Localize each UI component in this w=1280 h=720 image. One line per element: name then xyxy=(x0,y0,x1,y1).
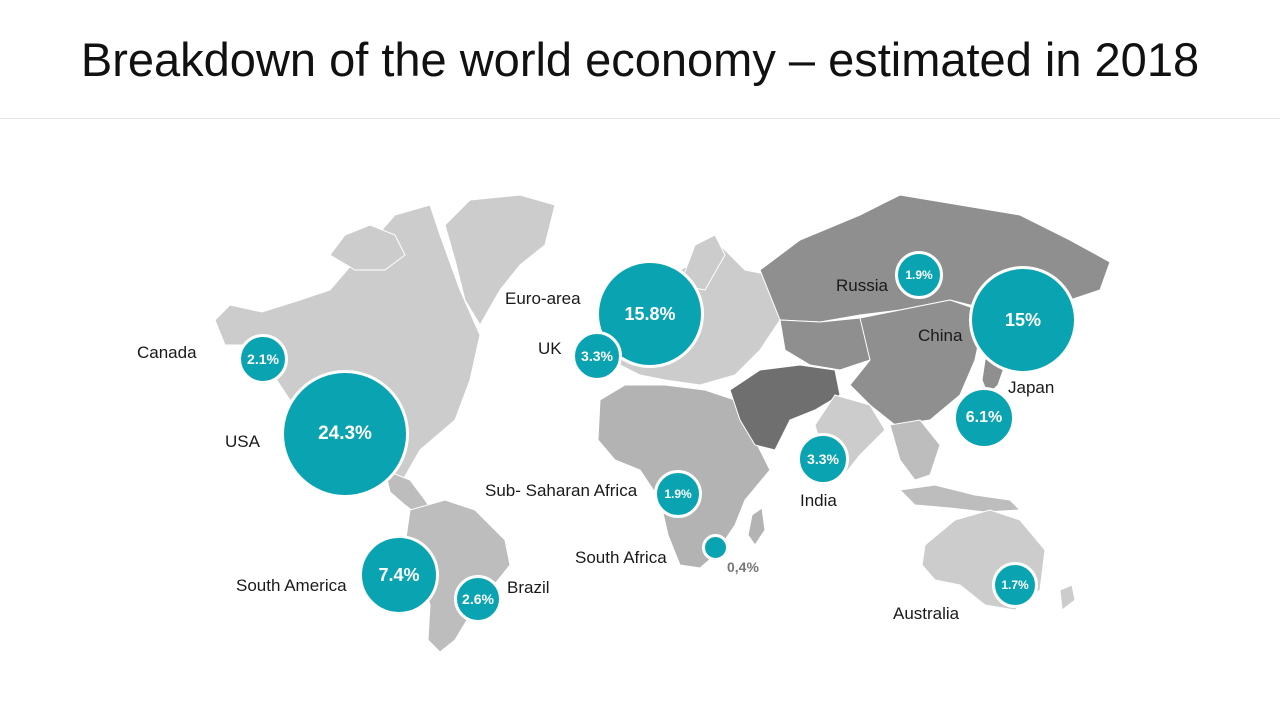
bubble-japan: 6.1% xyxy=(953,387,1015,449)
title-divider xyxy=(0,118,1280,119)
label-euro-area: Euro-area xyxy=(505,289,581,308)
bubble-china: 15% xyxy=(969,266,1077,374)
bubble-australia: 1.7% xyxy=(992,562,1038,608)
bubble-canada: 2.1% xyxy=(238,334,288,384)
label-south-africa: South Africa xyxy=(575,548,667,567)
label-south-america: South America xyxy=(236,576,347,595)
middle-east xyxy=(729,364,841,451)
value-south-africa: 0,4% xyxy=(727,559,759,575)
north-america-landmass xyxy=(214,204,481,486)
bubble-usa: 24.3% xyxy=(281,370,409,498)
label-china: China xyxy=(918,326,963,345)
bubble-south-america: 7.4% xyxy=(359,535,439,615)
label-russia: Russia xyxy=(836,276,888,295)
label-japan: Japan xyxy=(1008,378,1055,397)
label-canada: Canada xyxy=(137,343,197,362)
label-india: India xyxy=(800,491,837,510)
bubble-india: 3.3% xyxy=(797,433,849,485)
label-usa: USA xyxy=(225,432,260,451)
bubble-brazil: 2.6% xyxy=(454,575,502,623)
label-brazil: Brazil xyxy=(507,578,550,597)
label-australia: Australia xyxy=(893,604,960,623)
china-landmass xyxy=(849,299,986,426)
bubble-south-africa xyxy=(702,534,729,561)
madagascar xyxy=(747,507,766,546)
greenland xyxy=(444,194,556,326)
canadian-arctic-islands xyxy=(329,224,406,271)
bubble-sub-saharan-africa: 1.9% xyxy=(654,470,702,518)
scandinavia xyxy=(679,234,726,291)
bubble-russia: 1.9% xyxy=(895,251,943,299)
label-uk: UK xyxy=(538,339,562,358)
label-sub-saharan-africa: Sub- Saharan Africa xyxy=(485,481,638,500)
new-zealand xyxy=(1059,584,1076,611)
southeast-asia xyxy=(889,419,941,481)
bubble-uk: 3.3% xyxy=(572,331,622,381)
indonesia-islands xyxy=(898,484,1022,513)
page-title: Breakdown of the world economy – estimat… xyxy=(80,33,1200,86)
